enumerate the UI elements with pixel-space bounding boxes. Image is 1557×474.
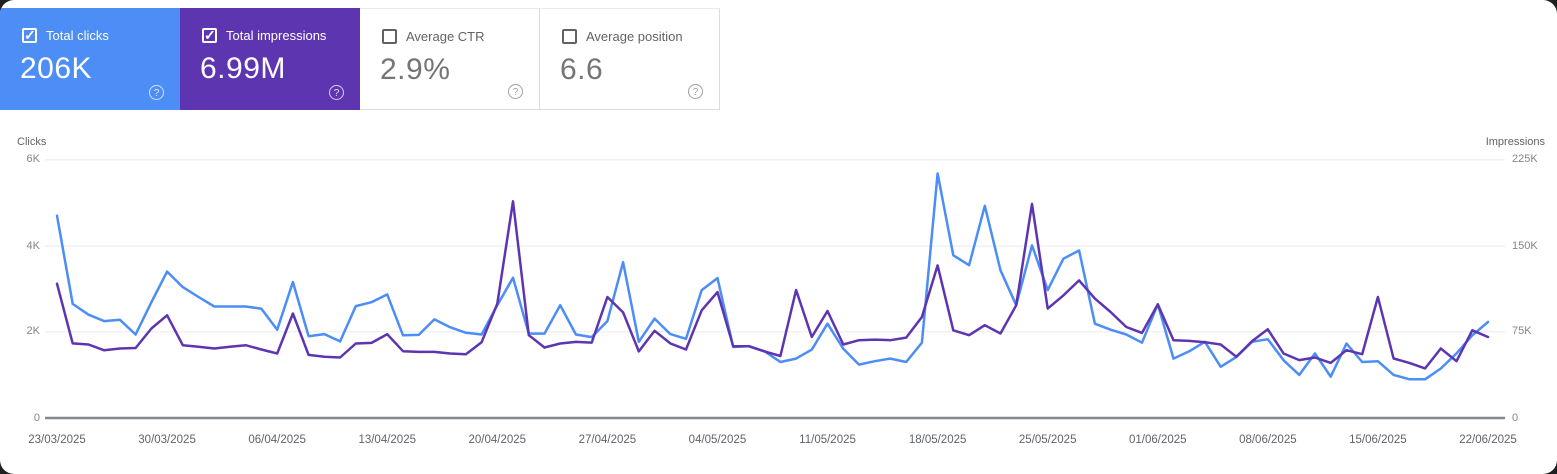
axis-tick-label: 0 [33,411,40,424]
axis-tick-label: 01/06/2025 [1128,434,1187,446]
total-impressions-checkbox[interactable]: ✓ [202,27,217,43]
axis-tick-label: 150K [1512,239,1538,252]
checkmark-icon: ✓ [24,27,36,43]
axis-tick-label: 11/05/2025 [799,434,856,446]
total-impressions-value: 6.99M [200,52,286,85]
axis-tick-label: 30/03/2025 [138,434,196,446]
total-clicks-value: 206K [20,52,93,85]
axis-tick-label: 6K [26,153,40,166]
axis-tick-label: 08/06/2025 [1239,434,1297,446]
chart-plot-area[interactable] [45,155,1505,418]
axis-tick-label: 4K [26,239,40,252]
axis-tick-label: 2K [26,325,40,338]
card-total-clicks[interactable]: ✓ Total clicks 206K ? [0,8,180,110]
axis-tick-label: 20/04/2025 [468,434,527,446]
axis-tick-label: 13/04/2025 [358,434,416,446]
axis-tick-label: 27/04/2025 [578,434,637,446]
left-axis-title: Clicks [17,136,47,148]
axis-tick-label: 15/06/2025 [1349,434,1407,446]
axis-tick-label: 18/05/2025 [908,434,967,446]
card-label: Average position [586,29,683,44]
help-icon[interactable]: ? [329,85,344,100]
card-label: Total clicks [46,28,109,43]
average-position-value: 6.6 [560,53,604,86]
help-icon[interactable]: ? [149,85,164,100]
card-label: Average CTR [406,29,485,44]
axis-tick-label: 23/03/2025 [28,434,86,446]
axis-tick-label: 25/05/2025 [1018,434,1077,446]
card-average-position[interactable]: Average position 6.6 ? [540,8,720,110]
average-ctr-checkbox[interactable] [382,29,397,44]
card-total-impressions[interactable]: ✓ Total impressions 6.99M ? [180,8,360,110]
card-average-ctr[interactable]: Average CTR 2.9% ? [360,8,540,110]
axis-tick-label: 22/06/2025 [1459,434,1517,446]
right-axis-title: Impressions [1485,136,1545,148]
metric-cards-row: ✓ Total clicks 206K ? ✓ Total impression… [0,8,720,110]
total-clicks-checkbox[interactable]: ✓ [22,27,37,43]
help-icon[interactable]: ? [688,84,703,99]
axis-tick-label: 0 [1512,411,1519,424]
axis-tick-label: 04/05/2025 [688,434,747,446]
average-position-checkbox[interactable] [562,29,577,44]
axis-tick-label: 75K [1512,325,1532,338]
average-ctr-value: 2.9% [380,53,451,86]
help-icon[interactable]: ? [508,84,523,99]
checkmark-icon: ✓ [204,27,216,43]
axis-tick-label: 225K [1512,153,1538,166]
axis-tick-label: 06/04/2025 [248,434,306,446]
card-label: Total impressions [226,28,327,43]
